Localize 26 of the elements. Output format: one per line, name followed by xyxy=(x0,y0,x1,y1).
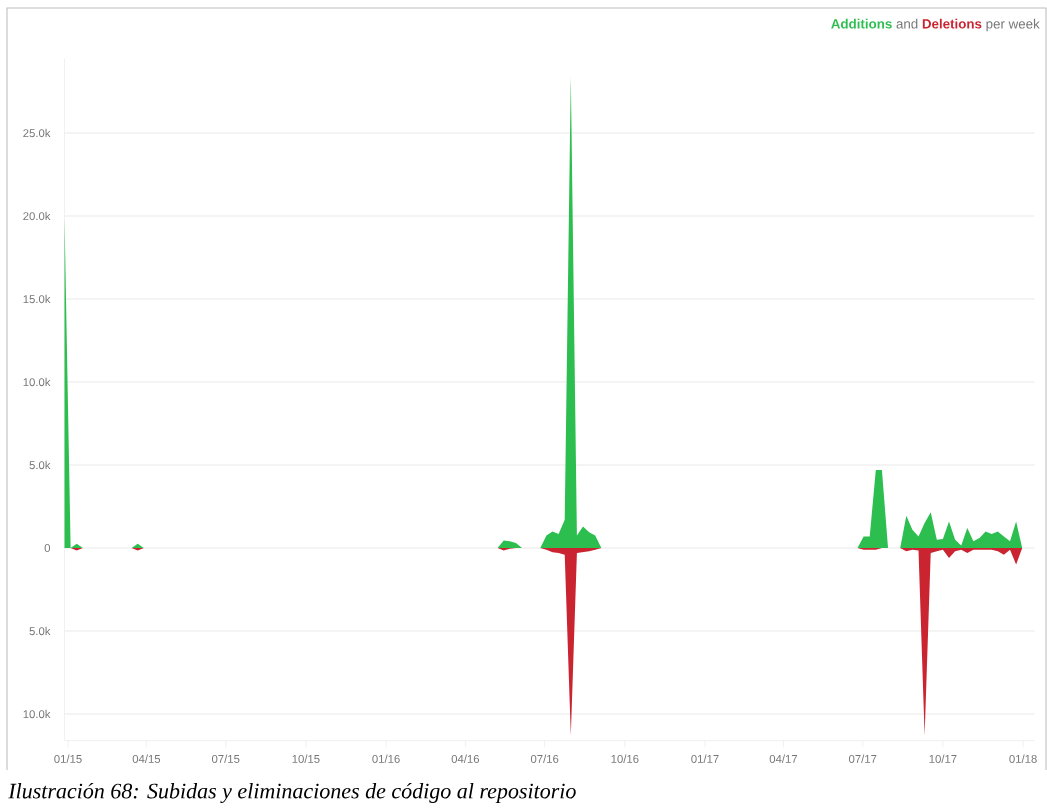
y-tick-label: 0 xyxy=(44,544,51,553)
y-tick-label: 5.0k xyxy=(29,460,51,470)
text: and xyxy=(896,18,918,29)
x-tick-label: 04/15 xyxy=(132,754,161,763)
y-tick-label: 25.0k xyxy=(23,128,51,138)
x-tick-label: 07/15 xyxy=(211,754,240,763)
x-tick-label: 01/18 xyxy=(1009,754,1037,763)
x-tick-label: 10/16 xyxy=(611,754,639,763)
x-tick-label: 04/17 xyxy=(769,754,798,763)
y-tick-label: 5.0k xyxy=(29,626,51,636)
x-tick-label: 04/16 xyxy=(451,754,480,763)
x-tick-label: 07/16 xyxy=(530,754,559,763)
x-tick-label: 07/17 xyxy=(849,754,877,763)
text: Deletions xyxy=(922,18,982,29)
text: per week xyxy=(986,18,1040,32)
y-tick-label: 10.0k xyxy=(23,709,51,719)
x-tick-label: 01/15 xyxy=(54,754,82,763)
y-tick-label: 10.0k xyxy=(23,377,51,387)
x-tick-label: 10/15 xyxy=(292,754,320,763)
x-tick-label: 01/16 xyxy=(372,754,400,763)
text: Additions xyxy=(831,18,892,29)
x-tick-label: 10/17 xyxy=(929,754,957,763)
y-tick-label: 15.0k xyxy=(23,294,51,304)
x-tick-label: 01/17 xyxy=(691,754,719,763)
text: Ilustración 68: Subidas y eliminaciones de código al repositorio xyxy=(8,782,576,803)
y-tick-label: 20.0k xyxy=(23,211,51,221)
